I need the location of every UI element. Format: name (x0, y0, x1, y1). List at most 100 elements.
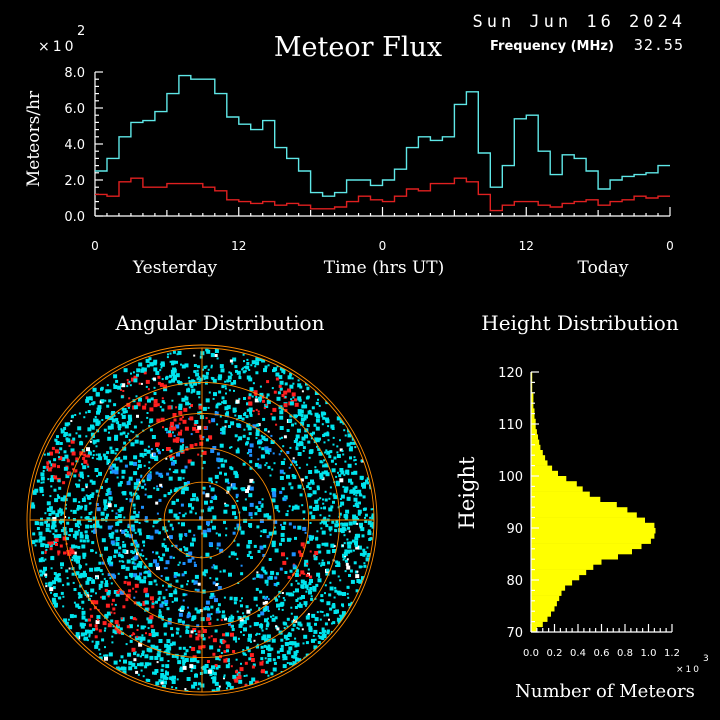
angular-grid-ring (26, 344, 378, 696)
angular-dot (101, 399, 105, 403)
angular-dot (202, 529, 207, 534)
angular-dot (171, 600, 174, 603)
angular-dot (222, 569, 226, 573)
angular-dot (61, 457, 66, 462)
angular-dot (230, 373, 233, 376)
angular-dot (165, 649, 170, 654)
angular-dot (281, 552, 285, 557)
angular-dot (321, 561, 326, 566)
angular-dot (367, 529, 371, 533)
angular-dot (167, 492, 171, 495)
angular-dot (84, 535, 89, 540)
angular-dot (161, 618, 164, 621)
angular-dot (349, 569, 353, 573)
angular-dot (151, 601, 155, 605)
angular-dot (189, 646, 192, 649)
angular-dot (133, 562, 136, 565)
angular-dot (250, 364, 253, 367)
angular-dot (266, 380, 270, 384)
height-bar (531, 548, 632, 555)
angular-dot (132, 617, 136, 621)
angular-dot (354, 459, 357, 461)
angular-dot (216, 542, 221, 547)
angular-dot (102, 621, 107, 626)
angular-dot (191, 388, 196, 393)
angular-dot (85, 516, 90, 521)
angular-dot (294, 653, 298, 657)
angular-dot (156, 485, 159, 488)
angular-dot (291, 377, 294, 380)
angular-dot (165, 670, 168, 673)
angular-dot (354, 502, 359, 507)
angular-dot (131, 551, 135, 555)
angular-dot (113, 403, 117, 407)
angular-dot (289, 446, 292, 449)
angular-dot (348, 574, 351, 577)
angular-dot (96, 616, 99, 619)
angular-dot (148, 662, 152, 666)
angular-dot (93, 523, 97, 528)
height-bar (531, 528, 656, 534)
angular-dot (242, 619, 247, 624)
angular-dot (81, 615, 86, 620)
angular-dot (227, 504, 230, 507)
angular-dot (83, 459, 88, 464)
angular-dot (297, 621, 302, 626)
angular-dot (304, 434, 308, 439)
angular-grid (26, 344, 378, 696)
angular-dot (357, 518, 360, 520)
angular-dot (107, 425, 112, 430)
angular-dot (321, 530, 326, 535)
angular-dot (141, 549, 144, 552)
angular-dot (60, 518, 64, 523)
angular-dot (205, 493, 210, 498)
angular-dot (319, 472, 324, 477)
angular-dot (255, 428, 260, 433)
angular-dot (223, 674, 226, 677)
angular-dot (354, 446, 357, 449)
angular-dot (221, 401, 223, 404)
angular-dot (224, 472, 227, 476)
angular-dot (260, 657, 264, 661)
angular-dot (249, 460, 253, 464)
angular-dot (86, 578, 90, 582)
angular-dot (271, 543, 276, 548)
angular-dot (60, 562, 64, 567)
angular-dot (350, 481, 354, 485)
angular-dot (78, 434, 82, 438)
angular-dot (146, 475, 150, 478)
angular-dot (131, 377, 135, 382)
angular-dot (113, 385, 118, 389)
angular-dot (283, 521, 287, 525)
angular-dot (148, 424, 151, 427)
angular-dot (193, 564, 197, 567)
angular-dot (295, 446, 298, 449)
angular-dot (108, 652, 113, 657)
height-bar (531, 554, 618, 560)
angular-dot (286, 617, 290, 621)
angular-dot (34, 488, 39, 493)
angular-dot (289, 538, 292, 541)
angular-dot (352, 504, 355, 507)
angular-dot (283, 370, 286, 372)
angular-dot (261, 447, 265, 451)
angular-dot (191, 647, 196, 651)
angular-dot (147, 627, 150, 630)
angular-dot (348, 447, 353, 452)
angular-dot (279, 567, 283, 571)
angular-dot (210, 449, 215, 453)
angular-dot (341, 603, 344, 607)
angular-dot (149, 596, 154, 601)
angular-dot (197, 633, 201, 637)
angular-dot (259, 623, 264, 628)
angular-dot (171, 528, 174, 531)
angular-dot (115, 379, 119, 383)
angular-dot (297, 627, 300, 630)
angular-dot (175, 373, 180, 378)
angular-dot (101, 561, 105, 565)
angular-dot (143, 448, 147, 452)
angular-dot (54, 449, 59, 454)
angular-dot (86, 594, 90, 598)
angular-dot (70, 420, 73, 422)
angular-dot (78, 563, 81, 566)
